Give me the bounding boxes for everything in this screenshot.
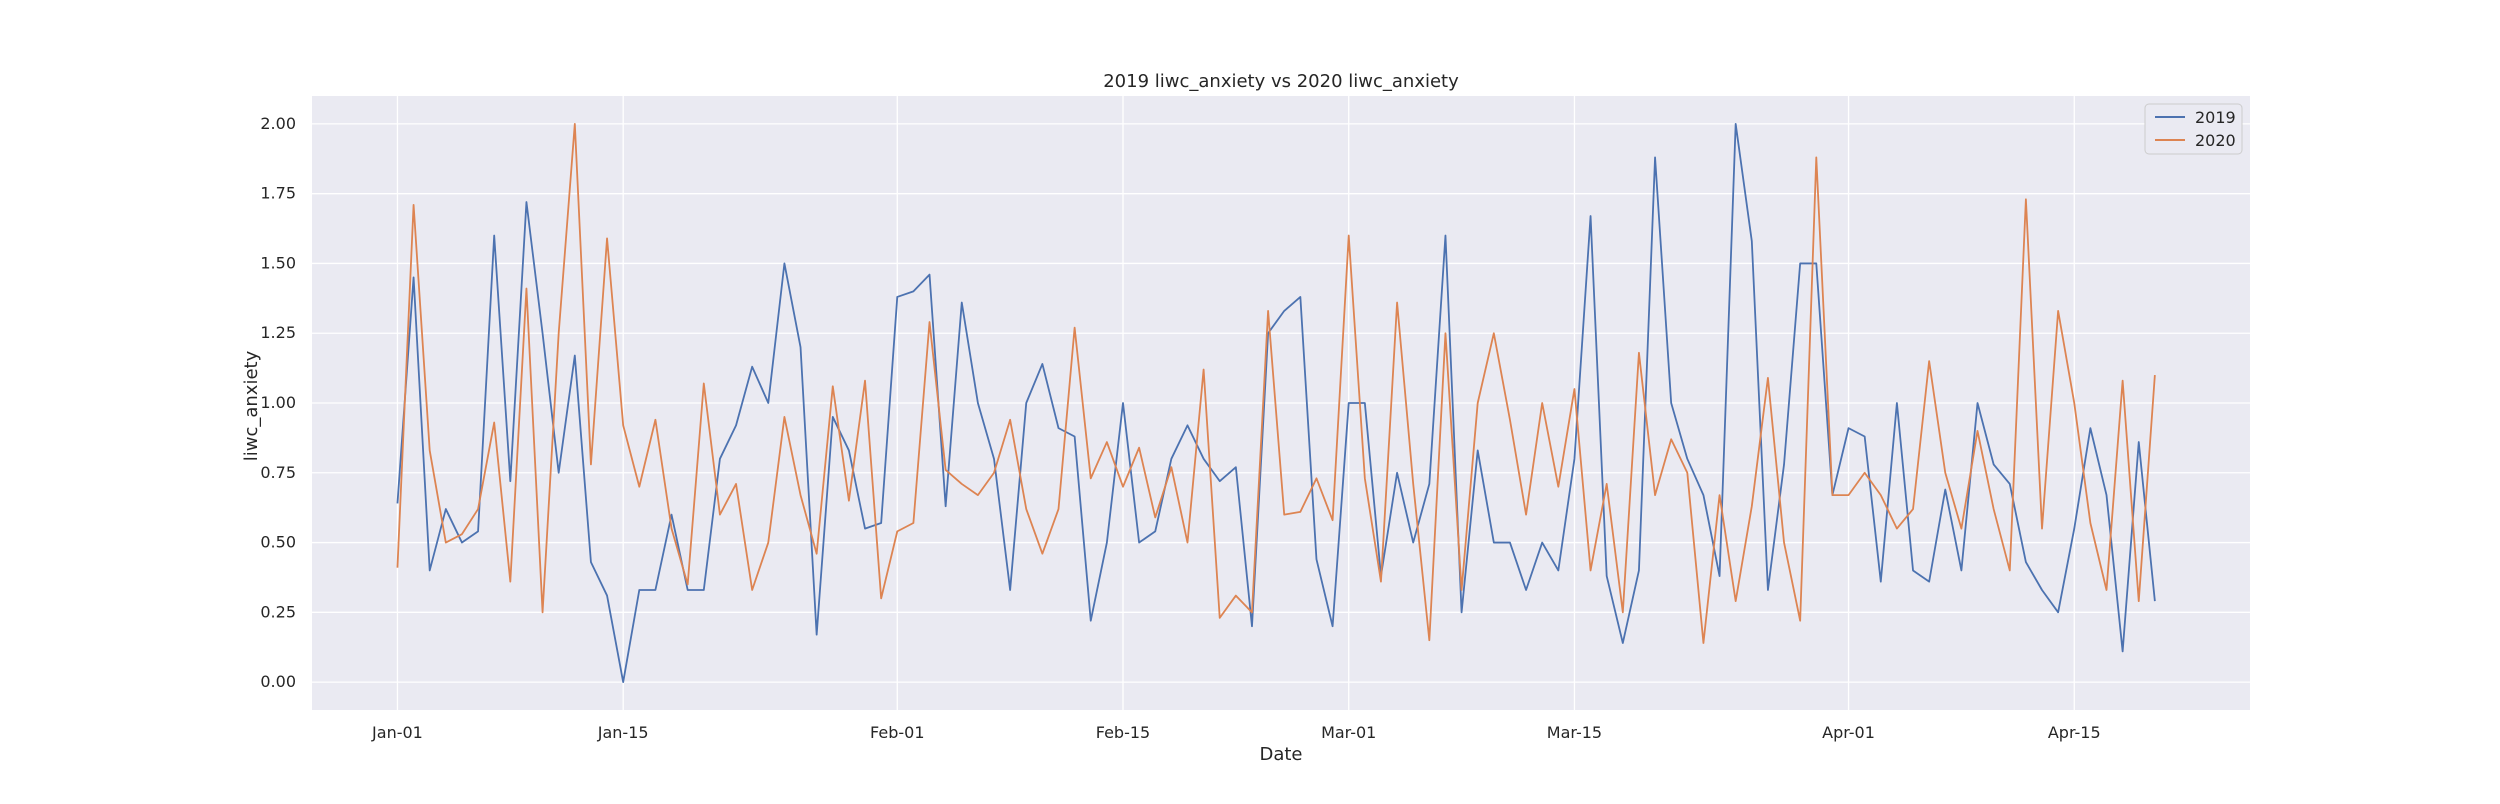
x-tick-label: Mar-15: [1547, 723, 1602, 742]
chart-title: 2019 liwc_anxiety vs 2020 liwc_anxiety: [1103, 71, 1459, 92]
series-lines: [396, 123, 2156, 683]
legend-label-2020: 2020: [2195, 131, 2236, 150]
series-line-2019: [396, 123, 2156, 683]
y-tick-label: 0.50: [260, 533, 296, 552]
y-axis-title: liwc_anxiety: [241, 350, 262, 461]
tick-labels: 0.00 0.25 0.50 0.75 1.00 1.25 1.50 1.75 2.00 Jan-…: [260, 114, 2100, 742]
y-tick-label: 0.25: [260, 602, 296, 621]
x-tick-label: Jan-15: [597, 723, 649, 742]
x-tick-label: Apr-01: [1822, 723, 1875, 742]
x-tick-label: Apr-15: [2048, 723, 2101, 742]
x-tick-label: Feb-01: [870, 723, 924, 742]
legend: 2019 2020: [2144, 103, 2243, 155]
y-tick-label: 1.75: [260, 184, 296, 203]
y-tick-label: 0.75: [260, 463, 296, 482]
x-tick-label: Jan-01: [371, 723, 423, 742]
y-tick-label: 1.50: [260, 253, 296, 272]
x-tick-label: Mar-01: [1321, 723, 1376, 742]
y-tick-label: 0.00: [260, 672, 296, 691]
y-tick-label: 1.25: [260, 323, 296, 342]
legend-label-2019: 2019: [2195, 108, 2236, 127]
gridlines: [312, 96, 2250, 710]
series-line-2020: [396, 123, 2156, 644]
y-tick-label: 2.00: [260, 114, 296, 133]
x-tick-label: Feb-15: [1096, 723, 1150, 742]
x-axis-title: Date: [1259, 744, 1302, 765]
y-tick-label: 1.00: [260, 393, 296, 412]
